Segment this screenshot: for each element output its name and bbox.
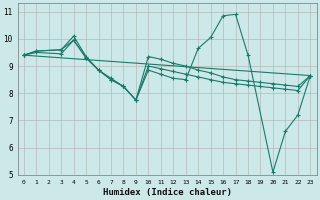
X-axis label: Humidex (Indice chaleur): Humidex (Indice chaleur) xyxy=(102,188,232,197)
